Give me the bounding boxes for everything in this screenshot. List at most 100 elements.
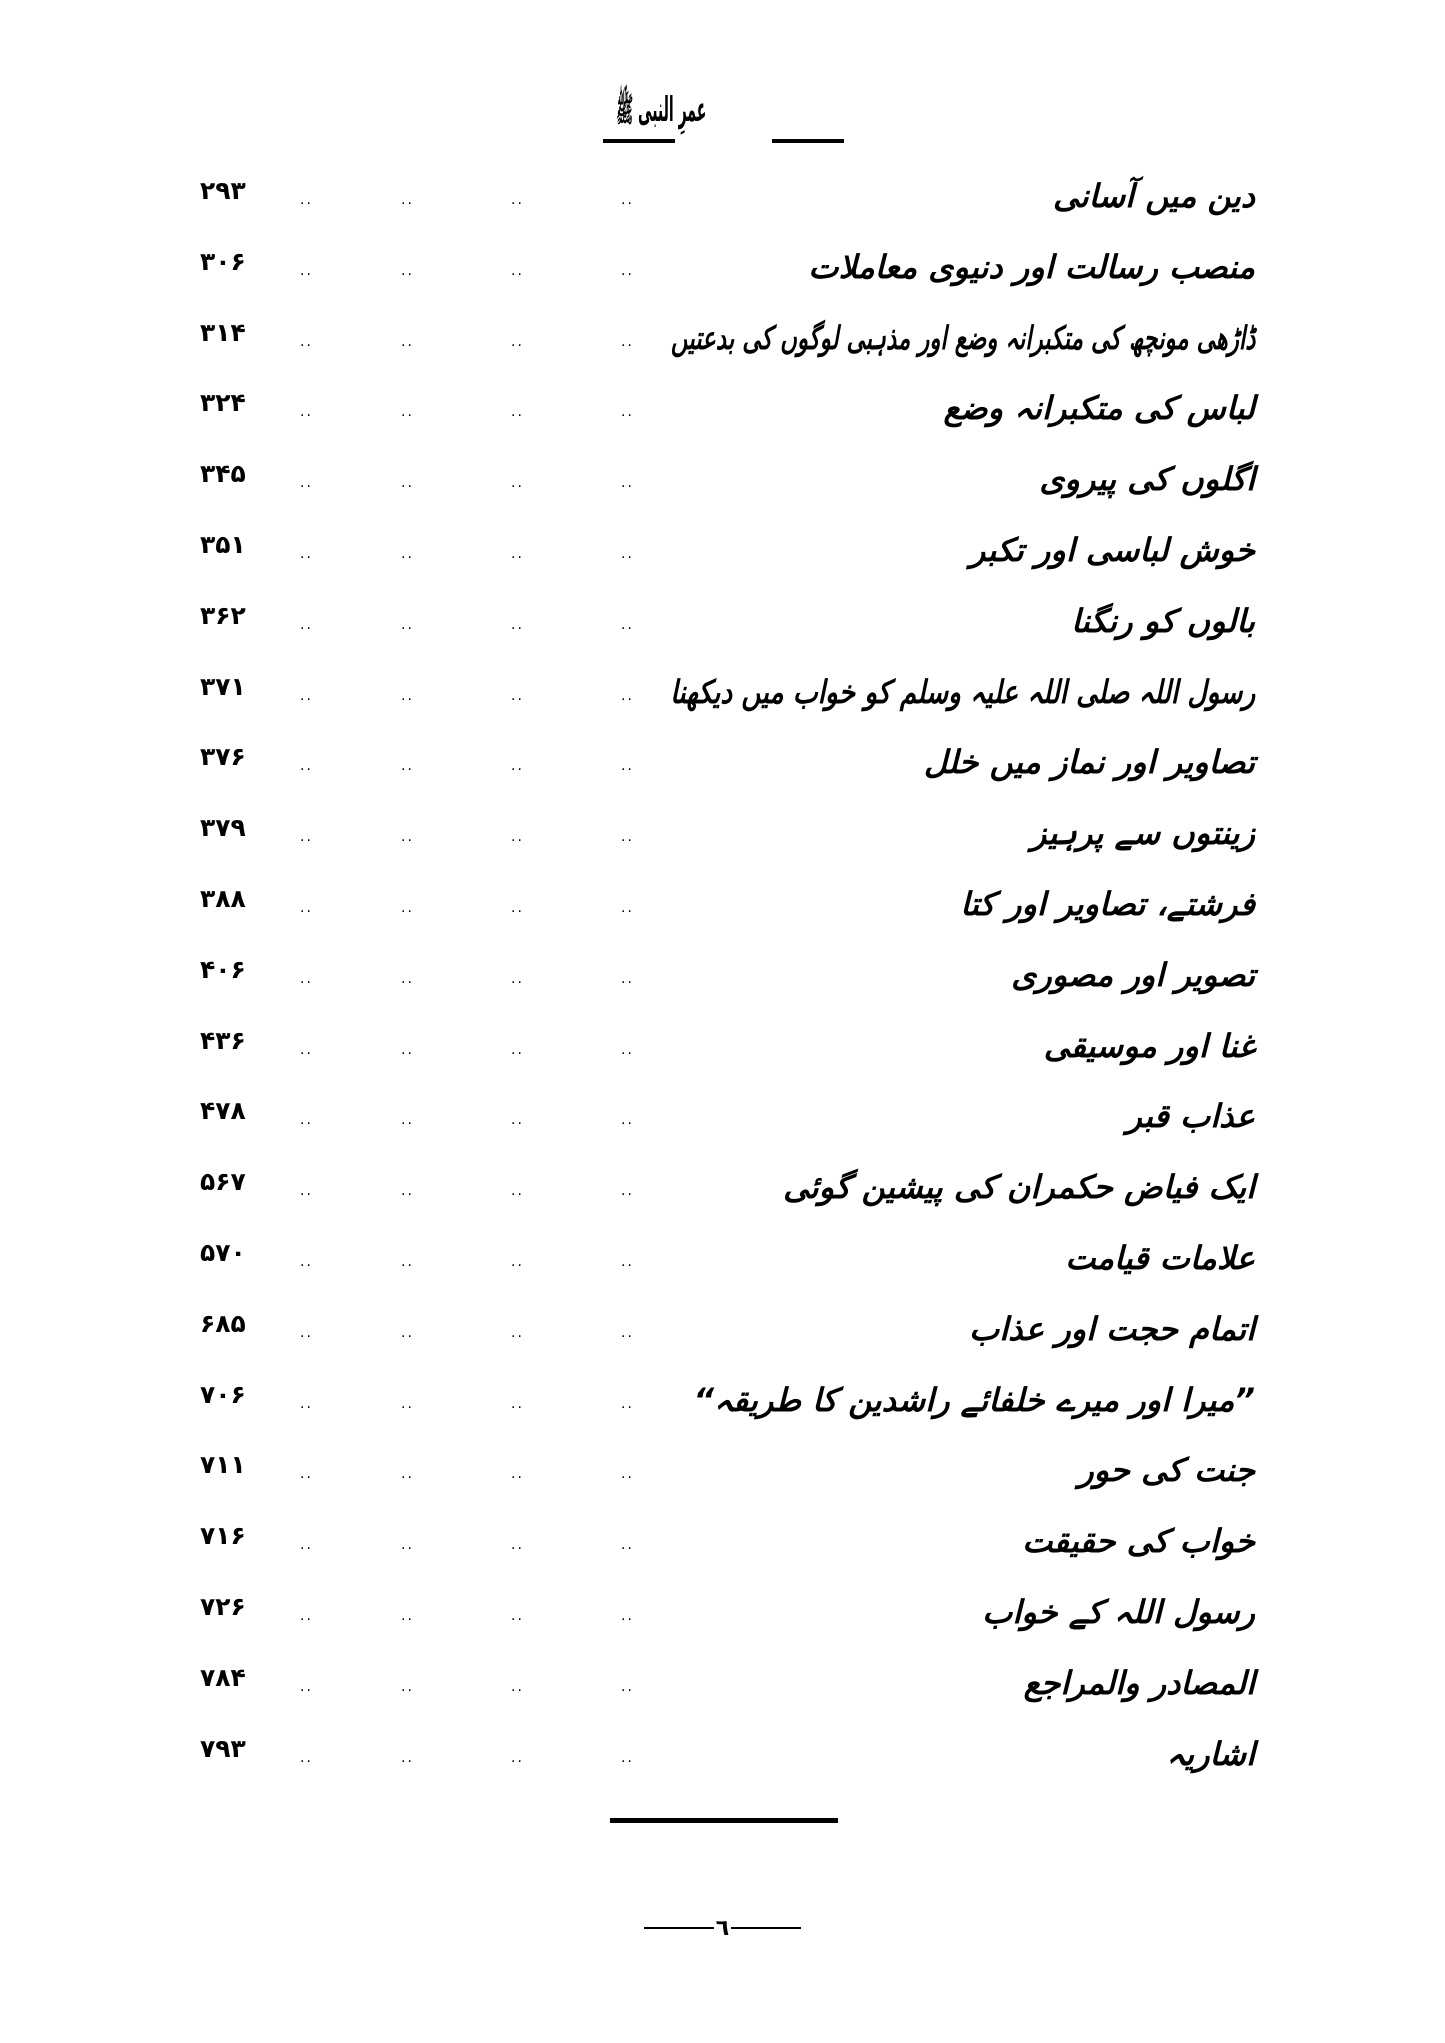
- toc-entry-page-number: ۷۲۶: [200, 1592, 246, 1621]
- dot-leader: ..: [300, 1324, 313, 1341]
- dot-leader: ..: [401, 262, 414, 279]
- dot-leader: ..: [300, 192, 313, 208]
- toc-entry-page-number: ۳۶۲: [200, 600, 246, 630]
- dot-leader: ..: [300, 829, 313, 846]
- dot-leader: ..: [401, 1608, 414, 1624]
- dot-leader: ..: [511, 1041, 524, 1058]
- toc-entry[interactable]: اتمام حجت اور عذاب........ ۶۸۵: [0, 1299, 1445, 1359]
- book-title-logo: عمرِ النبی ﷺ: [616, 68, 770, 152]
- dot-leader: ..: [511, 829, 524, 846]
- toc-entry-title: لباس کی متکبرانہ وضع: [943, 389, 1255, 428]
- toc-entry-title: اشاریہ: [1166, 1734, 1255, 1773]
- toc-entry[interactable]: المصادر والمراجع........ ۷۸۴: [0, 1653, 1445, 1713]
- toc-entry[interactable]: خواب کی حقیقت........ ۷۱۶: [0, 1511, 1445, 1571]
- dot-leader: ..: [511, 687, 524, 704]
- dot-leader: ..: [511, 262, 524, 279]
- dot-leader: ..: [511, 1324, 524, 1341]
- dot-leader: ..: [300, 1254, 313, 1270]
- footer-rule-right: [731, 1927, 802, 1929]
- dot-leader: ..: [401, 1254, 414, 1270]
- toc-entry[interactable]: رسول اللہ صلی اللہ علیہ وسلم کو خواب میں…: [0, 662, 1445, 722]
- toc-entry-title: رسول اللہ صلی اللہ علیہ وسلم کو خواب میں…: [670, 672, 1255, 711]
- dot-leader: ..: [300, 475, 313, 492]
- toc-entry-title: زینتوں سے پرہیز: [1030, 814, 1255, 853]
- dot-leader: ..: [401, 616, 414, 633]
- toc-entry-page-number: ۷۸۴: [200, 1662, 246, 1692]
- toc-entry-title: دین میں آسانی: [1053, 177, 1255, 215]
- toc-entry[interactable]: لباس کی متکبرانہ وضع........ ۳۲۴: [0, 378, 1445, 438]
- dot-leader: ..: [621, 1749, 634, 1766]
- toc-entry-page-number: ۷۱۱: [200, 1450, 246, 1480]
- toc-entry[interactable]: دین میں آسانی........ ۲۹۳: [0, 166, 1445, 226]
- toc-entry[interactable]: اگلوں کی پیروی........ ۳۴۵: [0, 449, 1445, 509]
- toc-entry-title: بالوں کو رنگنا: [1071, 601, 1255, 640]
- toc-entry-title: غنا اور موسیقی: [1043, 1026, 1255, 1065]
- toc-entry-title: ایک فیاض حکمران کی پیشین گوئی: [783, 1168, 1255, 1207]
- dot-leader: ..: [511, 1183, 524, 1200]
- dot-leader: ..: [300, 333, 313, 350]
- dot-leader: ..: [300, 616, 313, 633]
- toc-entry-page-number: ۵۶۷: [200, 1167, 246, 1197]
- toc-entry[interactable]: تصاویر اور نماز میں خلل........ ۳۷۶: [0, 732, 1445, 792]
- dot-leader: ..: [621, 1537, 634, 1554]
- toc-entry[interactable]: رسول اللہ کے خواب........ ۷۲۶: [0, 1582, 1445, 1642]
- dot-leader: ..: [621, 1112, 634, 1129]
- toc-entry-title: ”میرا اور میرے خلفائے راشدین کا طریقہ“: [693, 1380, 1255, 1419]
- header-rule-left: [603, 139, 675, 143]
- toc-entry[interactable]: فرشتے، تصاویر اور کتا........ ۳۸۸: [0, 874, 1445, 934]
- toc-entry-page-number: ۳۲۴: [200, 388, 246, 418]
- toc-entry[interactable]: خوش لباسی اور تکبر........ ۳۵۱: [0, 520, 1445, 580]
- toc-entry[interactable]: غنا اور موسیقی........ ۴۳۶: [0, 1016, 1445, 1076]
- dot-leader: ..: [511, 546, 524, 562]
- dot-leader: ..: [401, 970, 414, 987]
- dot-leader: ..: [621, 546, 634, 562]
- dot-leader: ..: [300, 758, 313, 775]
- toc-entry[interactable]: جنت کی حور........ ۷۱۱: [0, 1440, 1445, 1500]
- dot-leader: ..: [621, 687, 634, 704]
- dot-leader: ..: [401, 829, 414, 846]
- toc-entry-title: تصویر اور مصوری: [1011, 955, 1255, 994]
- end-of-contents-rule: [610, 1818, 838, 1823]
- toc-entry[interactable]: بالوں کو رنگنا........ ۳۶۲: [0, 591, 1445, 651]
- dot-leader: ..: [621, 1183, 634, 1200]
- dot-leader: ..: [621, 616, 634, 633]
- toc-entry[interactable]: منصب رسالت اور دنیوی معاملات........ ۳۰۶: [0, 237, 1445, 297]
- dot-leader: ..: [511, 404, 524, 421]
- dot-leader: ..: [511, 1254, 524, 1270]
- dot-leader: ..: [401, 475, 414, 492]
- toc-entry[interactable]: اشاریہ........ ۷۹۳: [0, 1724, 1445, 1784]
- footer-rule-left: [643, 1927, 714, 1929]
- toc-entry-page-number: ۷۱۶: [200, 1521, 246, 1551]
- dot-leader: ..: [300, 1183, 313, 1200]
- toc-entry[interactable]: تصویر اور مصوری........ ۴۰۶: [0, 945, 1445, 1005]
- dot-leader: ..: [401, 1537, 414, 1554]
- dot-leader: ..: [401, 1749, 414, 1766]
- dot-leader: ..: [621, 192, 634, 208]
- toc-entry[interactable]: عذاب قبر........ ۴۷۸: [0, 1086, 1445, 1146]
- dot-leader: ..: [511, 475, 524, 492]
- book-title-logo-text: عمرِ النبی ﷺ: [615, 90, 706, 130]
- toc-entry[interactable]: ڈاڑھی مونچھ کی متکبرانہ وضع اور مذہبی لو…: [0, 308, 1445, 368]
- dot-leader: ..: [300, 1466, 313, 1483]
- toc-entry[interactable]: ”میرا اور میرے خلفائے راشدین کا طریقہ“..…: [0, 1370, 1445, 1430]
- dot-leader: ..: [621, 475, 634, 492]
- dot-leader: ..: [401, 1041, 414, 1058]
- dot-leader: ..: [511, 758, 524, 775]
- dot-leader: ..: [401, 192, 414, 208]
- dot-leader: ..: [621, 1324, 634, 1341]
- dot-leader: ..: [621, 1466, 634, 1483]
- dot-leader: ..: [300, 1395, 313, 1412]
- toc-entry[interactable]: زینتوں سے پرہیز........ ۳۷۹: [0, 803, 1445, 863]
- dot-leader: ..: [300, 1608, 313, 1624]
- dot-leader: ..: [621, 1678, 634, 1695]
- toc-entry-page-number: ۲۹۳: [200, 176, 246, 205]
- dot-leader: ..: [300, 687, 313, 704]
- dot-leader: ..: [401, 758, 414, 775]
- toc-entry[interactable]: ایک فیاض حکمران کی پیشین گوئی........ ۵۶۷: [0, 1157, 1445, 1217]
- toc-entry[interactable]: علامات قیامت........ ۵۷۰: [0, 1228, 1445, 1288]
- toc-entry-page-number: ۷۹۳: [200, 1733, 246, 1763]
- dot-leader: ..: [401, 1183, 414, 1200]
- dot-leader: ..: [621, 333, 634, 350]
- dot-leader: ..: [511, 1537, 524, 1554]
- dot-leader: ..: [401, 1112, 414, 1129]
